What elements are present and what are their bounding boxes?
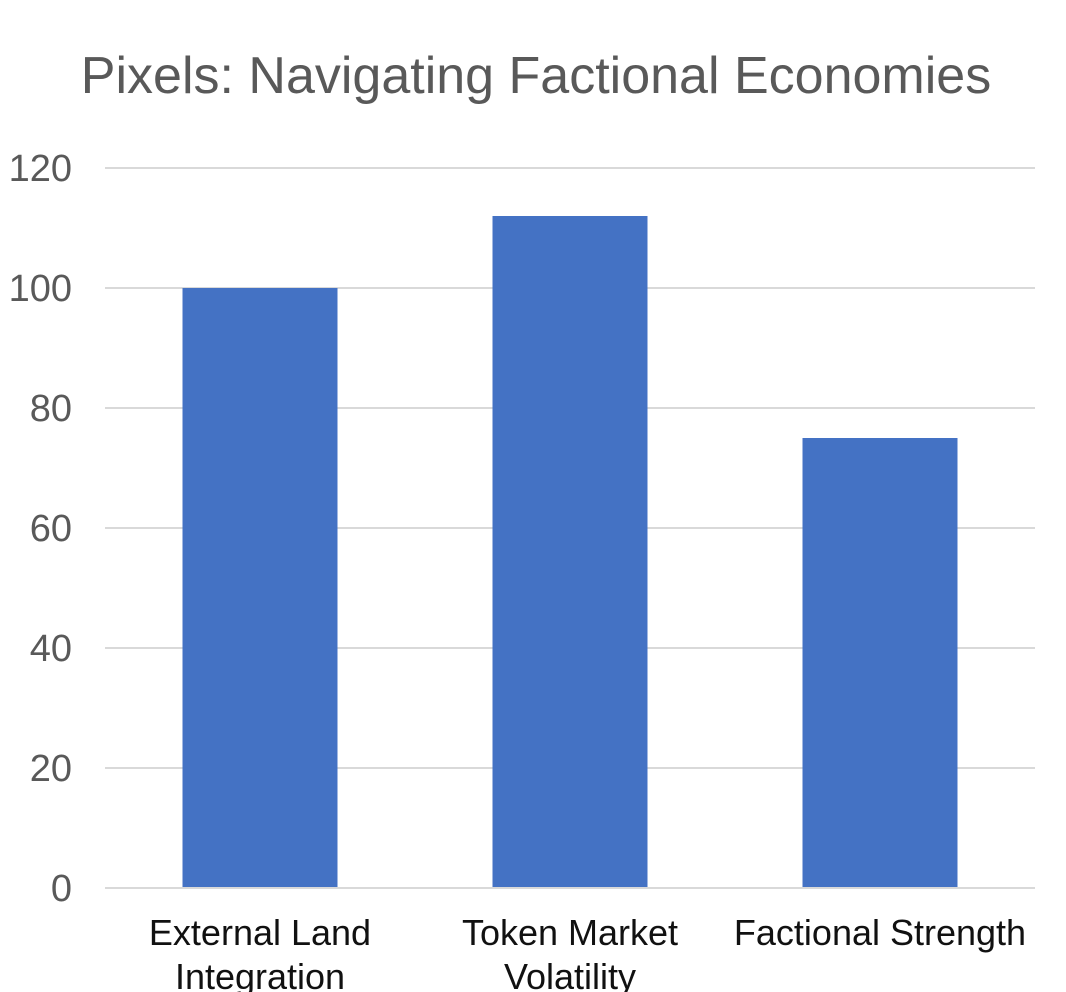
x-category-label-line: External Land [149,912,371,953]
bar [182,288,338,888]
chart-title: Pixels: Navigating Factional Economies [81,47,991,105]
x-category-label-line: Volatility [504,956,636,992]
x-category-label: Token Market Volatility [462,912,678,992]
y-tick-label: 40 [30,628,72,670]
bar [802,438,958,888]
y-tick-label: 20 [30,748,72,790]
x-category-label: Factional Strength [734,912,1026,953]
y-tick-label: 120 [9,148,72,190]
y-axis-tick-labels: 0 20 40 60 80 100 120 [9,148,72,910]
x-category-label-line: Factional Strength [734,912,1026,953]
x-category-label-line: Integration [175,956,345,992]
x-axis-category-labels: External Land Integration Token Market Vola… [149,912,1026,992]
x-category-label-line: Token Market [462,912,678,953]
bars [182,216,958,888]
x-category-label: External Land Integration [149,912,371,992]
bar [492,216,648,888]
y-tick-label: 100 [9,268,72,310]
y-tick-label: 0 [51,868,72,910]
y-tick-label: 80 [30,388,72,430]
y-tick-label: 60 [30,508,72,550]
